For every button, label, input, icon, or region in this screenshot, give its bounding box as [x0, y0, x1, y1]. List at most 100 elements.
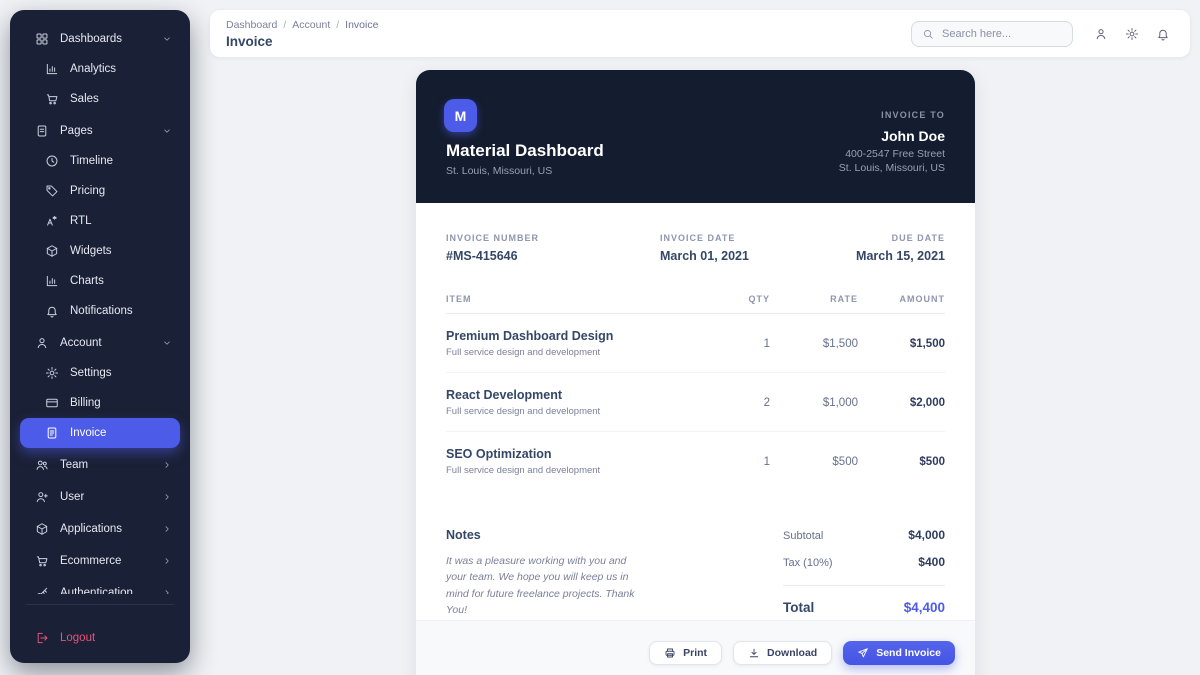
- invoice-table: ITEM QTY RATE AMOUNT Premium Dashboard D…: [446, 294, 945, 490]
- notes-title: Notes: [446, 528, 481, 542]
- page-title: Invoice: [226, 33, 273, 49]
- sidebar-item-dashboards[interactable]: Dashboards: [20, 24, 180, 54]
- item-description: Full service design and development: [446, 406, 601, 417]
- people-icon: [35, 458, 49, 472]
- sidebar-item-applications[interactable]: Applications: [20, 514, 180, 544]
- gear-icon[interactable]: [1125, 27, 1139, 41]
- sidebar-item-account[interactable]: Account: [20, 328, 180, 358]
- sidebar-item-rtl[interactable]: RTL: [20, 206, 180, 236]
- bell-icon: [45, 304, 59, 318]
- sidebar-item-label: Sales: [70, 93, 99, 105]
- download-icon: [748, 647, 760, 659]
- subtotal-value: $4,000: [908, 528, 945, 542]
- total-value: $4,400: [903, 600, 945, 615]
- chart-bar-icon: [45, 62, 59, 76]
- tax-row: Tax (10%) $400: [783, 555, 945, 569]
- due-date-block: DUE DATE March 15, 2021: [856, 233, 945, 263]
- bell-icon[interactable]: [1156, 27, 1170, 41]
- table-row: React Development Full service design an…: [446, 373, 945, 432]
- search-icon: [922, 28, 934, 40]
- bill-to-address-line1: 400-2547 Free Street: [845, 148, 945, 160]
- item-description: Full service design and development: [446, 347, 601, 358]
- invoice-number-label: INVOICE NUMBER: [446, 233, 540, 243]
- sidebar-item-ecommerce[interactable]: Ecommerce: [20, 546, 180, 576]
- table-row: Premium Dashboard Design Full service de…: [446, 314, 945, 373]
- sidebar-item-label: Team: [60, 459, 89, 471]
- user-icon[interactable]: [1094, 27, 1108, 41]
- tax-value: $400: [918, 555, 945, 569]
- logout-icon: [35, 631, 49, 645]
- subtotal-label: Subtotal: [783, 530, 824, 542]
- subtotal-row: Subtotal $4,000: [783, 528, 945, 542]
- topbar: Dashboard / Account / Invoice Invoice: [210, 10, 1190, 57]
- sidebar-item-notifications[interactable]: Notifications: [20, 296, 180, 326]
- column-header-item: ITEM: [446, 294, 472, 304]
- item-name: SEO Optimization: [446, 447, 552, 461]
- sidebar-item-label: Billing: [70, 397, 101, 409]
- sidebar-item-pages[interactable]: Pages: [20, 116, 180, 146]
- search-box: [911, 20, 1073, 47]
- totals-divider: [783, 585, 945, 586]
- sidebar-nav: Dashboards Analytics Sales Pages Timeline Pri…: [10, 24, 190, 594]
- chevron-down-icon: [162, 34, 172, 44]
- invoice-meta: INVOICE NUMBER #MS-415646 INVOICE DATE M…: [446, 233, 945, 263]
- invoice-footer: Print Download Send Invoice: [416, 620, 975, 675]
- send-invoice-button[interactable]: Send Invoice: [843, 641, 955, 665]
- sidebar-item-logout[interactable]: Logout: [20, 623, 180, 653]
- credit-card-icon: [45, 396, 59, 410]
- user-plus-icon: [35, 490, 49, 504]
- item-name: React Development: [446, 388, 563, 402]
- download-button-label: Download: [767, 647, 818, 659]
- bill-to-name: John Doe: [881, 128, 945, 144]
- sidebar-item-label: Settings: [70, 367, 112, 379]
- sidebar-divider: [26, 604, 174, 605]
- sidebar-item-billing[interactable]: Billing: [20, 388, 180, 418]
- column-header-amount: AMOUNT: [899, 294, 945, 304]
- printer-icon: [664, 647, 676, 659]
- sidebar-item-label: User: [60, 491, 85, 503]
- breadcrumb-separator: /: [336, 18, 340, 31]
- invoice-number-block: INVOICE NUMBER #MS-415646: [446, 233, 660, 263]
- sidebar-item-pricing[interactable]: Pricing: [20, 176, 180, 206]
- sidebar-item-label: RTL: [70, 215, 92, 227]
- item-rate: $500: [832, 455, 858, 468]
- sidebar-item-widgets[interactable]: Widgets: [20, 236, 180, 266]
- company-block: Material Dashboard St. Louis, Missouri, …: [446, 141, 604, 177]
- table-row: SEO Optimization Full service design and…: [446, 432, 945, 490]
- download-button[interactable]: Download: [733, 641, 833, 665]
- item-cell: React Development Full service design an…: [446, 388, 710, 417]
- item-name: Premium Dashboard Design: [446, 329, 614, 343]
- item-amount: $2,000: [909, 396, 945, 409]
- sidebar-item-label: Dashboards: [60, 33, 123, 45]
- breadcrumb-separator: /: [283, 18, 287, 31]
- sidebar-item-team[interactable]: Team: [20, 450, 180, 480]
- sidebar-item-analytics[interactable]: Analytics: [20, 54, 180, 84]
- sidebar: Dashboards Analytics Sales Pages Timeline Pri…: [10, 10, 190, 663]
- invoice-card: M Material Dashboard St. Louis, Missouri…: [416, 70, 975, 675]
- notes-totals-section: Notes It was a pleasure working with you…: [446, 528, 945, 628]
- sidebar-item-authentication[interactable]: Authentication: [20, 578, 180, 594]
- bill-to-address-line2: St. Louis, Missouri, US: [838, 162, 945, 175]
- total-row: Total $4,400: [783, 600, 945, 615]
- sidebar-item-label: Timeline: [70, 155, 114, 167]
- notes-body: It was a pleasure working with you and y…: [446, 555, 635, 616]
- bill-to-block: INVOICE TO John Doe 400-2547 Free Street…: [839, 110, 945, 175]
- sidebar-item-timeline[interactable]: Timeline: [20, 146, 180, 176]
- breadcrumb-dashboard[interactable]: Dashboard: [226, 18, 278, 31]
- bill-to-address: 400-2547 Free Street St. Louis, Missouri…: [839, 147, 945, 175]
- search-input[interactable]: [942, 27, 1062, 40]
- print-button[interactable]: Print: [649, 641, 723, 665]
- sidebar-item-sales[interactable]: Sales: [20, 84, 180, 114]
- sidebar-item-label: Authentication: [60, 587, 133, 594]
- chevron-right-icon: [162, 460, 172, 470]
- chevron-right-icon: [162, 492, 172, 502]
- breadcrumb-account[interactable]: Account: [292, 18, 331, 31]
- sidebar-item-user[interactable]: User: [20, 482, 180, 512]
- sidebar-item-settings[interactable]: Settings: [20, 358, 180, 388]
- invoice-to-label: INVOICE TO: [881, 110, 945, 120]
- cube-icon: [45, 244, 59, 258]
- item-rate: $1,500: [822, 337, 858, 350]
- sidebar-item-invoice[interactable]: Invoice: [20, 418, 180, 448]
- logout-label: Logout: [60, 632, 96, 644]
- sidebar-item-charts[interactable]: Charts: [20, 266, 180, 296]
